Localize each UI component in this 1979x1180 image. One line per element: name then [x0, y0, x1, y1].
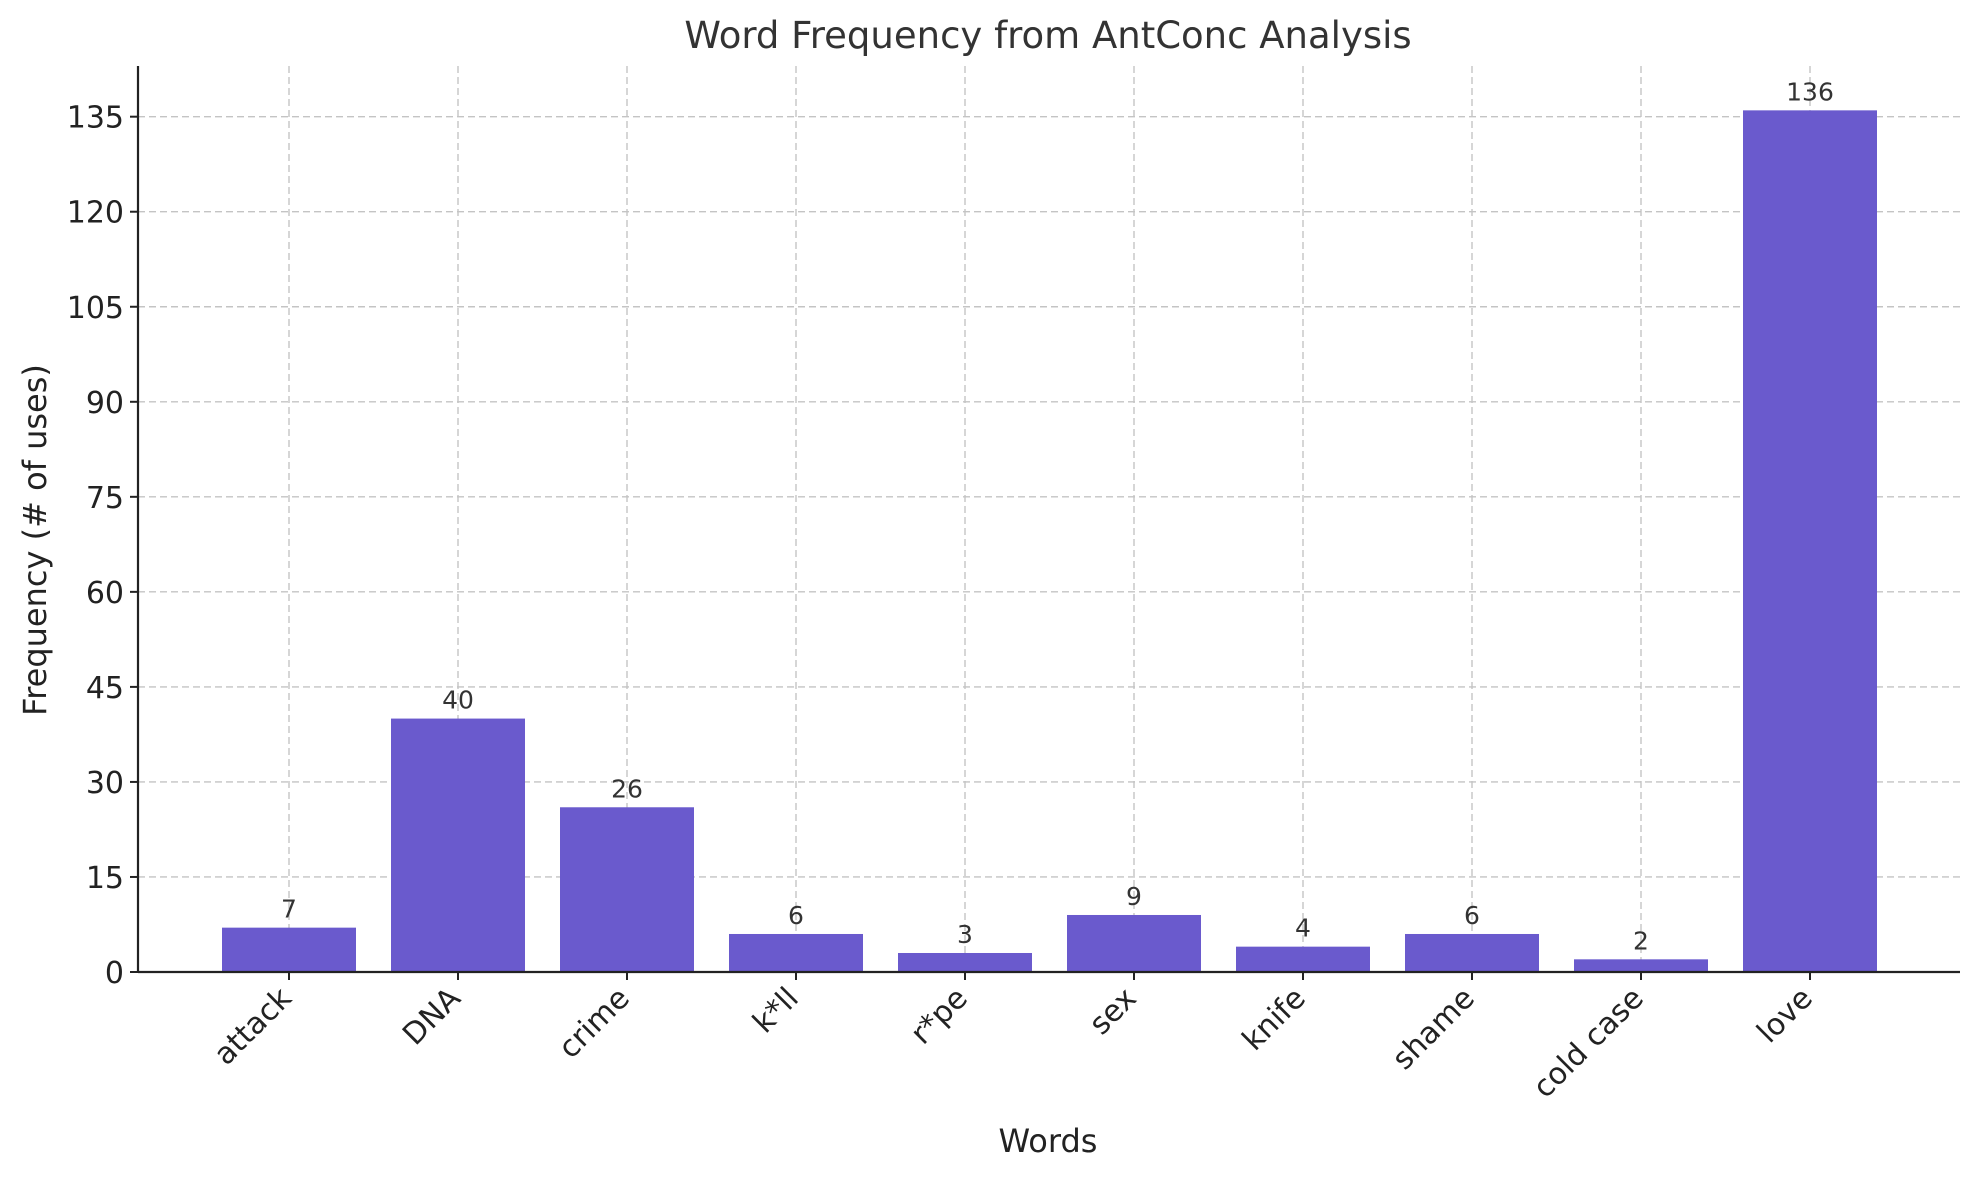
y-tick-label: 135	[67, 101, 124, 136]
y-tick-label: 75	[86, 481, 124, 516]
chart-title: Word Frequency from AntConc Analysis	[684, 14, 1411, 57]
bar-attack	[222, 927, 356, 972]
bar-r-pe	[898, 952, 1032, 972]
bar-love	[1743, 110, 1877, 972]
y-tick-label: 15	[86, 861, 124, 896]
x-tick-label: attack	[207, 980, 299, 1072]
x-tick-label: crime	[552, 981, 637, 1066]
data-label: 26	[611, 774, 643, 803]
bar-sex	[1067, 914, 1201, 972]
y-tick-label: 105	[67, 291, 124, 326]
y-tick-label: 30	[86, 766, 124, 801]
bar-knife	[1236, 946, 1370, 972]
y-tick-label: 45	[86, 671, 124, 706]
x-tick-label: k*ll	[746, 981, 805, 1040]
y-tick-label: 90	[86, 386, 124, 421]
bar-crime	[560, 807, 694, 972]
data-label: 4	[1295, 914, 1311, 943]
x-tick-label: knife	[1236, 981, 1313, 1058]
y-tick-label: 120	[67, 196, 124, 231]
bar-cold-case	[1574, 959, 1708, 972]
data-label: 2	[1633, 926, 1649, 955]
data-label: 3	[957, 920, 973, 949]
x-tick-label: r*pe	[904, 981, 975, 1052]
data-label: 6	[1464, 901, 1480, 930]
x-tick-label: love	[1750, 981, 1819, 1050]
data-label: 9	[1126, 882, 1142, 911]
data-label: 6	[788, 901, 804, 930]
x-tick-label: cold case	[1526, 981, 1650, 1105]
bar-k-ll	[729, 933, 863, 972]
data-label: 136	[1786, 77, 1834, 106]
y-tick-label: 60	[86, 576, 124, 611]
x-axis-label: Words	[999, 1122, 1098, 1160]
bars-layer	[222, 110, 1877, 972]
data-label: 40	[442, 686, 474, 715]
data-label: 7	[281, 895, 297, 924]
x-tick-label: shame	[1386, 981, 1482, 1077]
x-tick-label: sex	[1083, 981, 1144, 1042]
x-tick-label: DNA	[396, 981, 468, 1053]
bar-dna	[391, 718, 525, 972]
y-axis-label: Frequency (# of uses)	[16, 364, 54, 716]
y-tick-label: 0	[105, 956, 124, 991]
bar-shame	[1405, 933, 1539, 972]
axes-layer	[130, 66, 1960, 980]
